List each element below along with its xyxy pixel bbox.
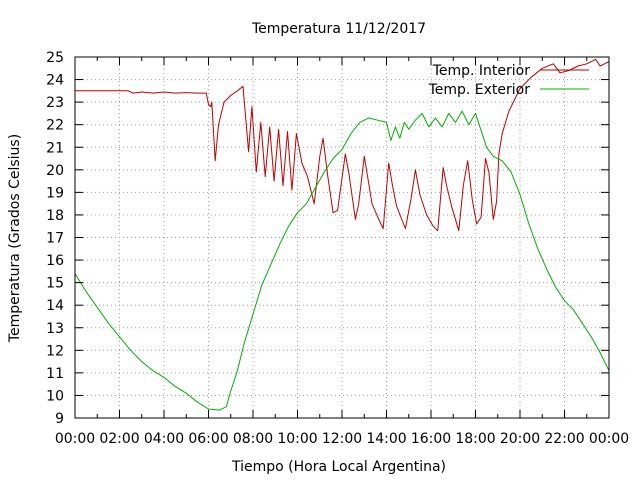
y-tick-label: 19	[46, 185, 64, 201]
x-tick-label: 10:00	[277, 431, 317, 447]
chart-title: Temperatura 11/12/2017	[251, 21, 426, 37]
y-tick-label: 24	[46, 73, 64, 89]
x-axis-label: Tiempo (Hora Local Argentina)	[231, 459, 446, 475]
legend-label: Temp. Interior	[432, 63, 531, 79]
x-tick-label: 06:00	[188, 431, 228, 447]
legend: Temp. Interior Temp. Exterior	[428, 63, 589, 98]
y-tick-label: 9	[55, 411, 64, 427]
x-tick-label: 04:00	[144, 431, 184, 447]
series-line-interior	[75, 58, 610, 232]
x-tick-label: 22:00	[544, 431, 584, 447]
x-tick-label: 20:00	[500, 431, 540, 447]
grid-lines	[75, 57, 609, 418]
y-tick-label: 16	[46, 253, 64, 269]
y-tick-label: 18	[46, 208, 64, 224]
x-tick-label: 16:00	[411, 431, 451, 447]
x-tick-label: 12:00	[322, 431, 362, 447]
y-tick-label: 12	[46, 343, 64, 359]
x-tick-label: 02:00	[99, 431, 139, 447]
y-tick-label: 11	[46, 366, 64, 382]
y-tick-label: 23	[46, 95, 64, 111]
x-tick-labels: 00:00 02:00 04:00 06:00 08:00 10:00 12:00 14:00…	[55, 431, 629, 447]
y-tick-label: 21	[46, 140, 64, 156]
y-tick-label: 20	[46, 163, 64, 179]
y-axis-label: Temperatura (Grados Celsius)	[7, 134, 23, 343]
y-tick-label: 25	[46, 50, 64, 66]
y-tick-label: 22	[46, 118, 64, 134]
y-tick-labels: 9 10 11 12 13 14 15 16 17 18 19 20 21 22 23 24 25	[46, 50, 64, 427]
x-tick-label: 00:00	[55, 431, 95, 447]
x-tick-label: 08:00	[233, 431, 273, 447]
legend-label: Temp. Exterior	[428, 82, 531, 98]
y-tick-label: 15	[46, 276, 64, 292]
axis-ticks	[74, 56, 610, 419]
series-line-exterior	[74, 110, 610, 411]
y-tick-label: 13	[46, 321, 64, 337]
x-tick-label: 00:00	[589, 431, 629, 447]
x-tick-label: 14:00	[366, 431, 406, 447]
y-tick-label: 14	[46, 298, 64, 314]
y-tick-label: 17	[46, 231, 64, 247]
y-tick-label: 10	[46, 388, 64, 404]
series-lines	[74, 58, 610, 411]
x-tick-label: 18:00	[455, 431, 495, 447]
